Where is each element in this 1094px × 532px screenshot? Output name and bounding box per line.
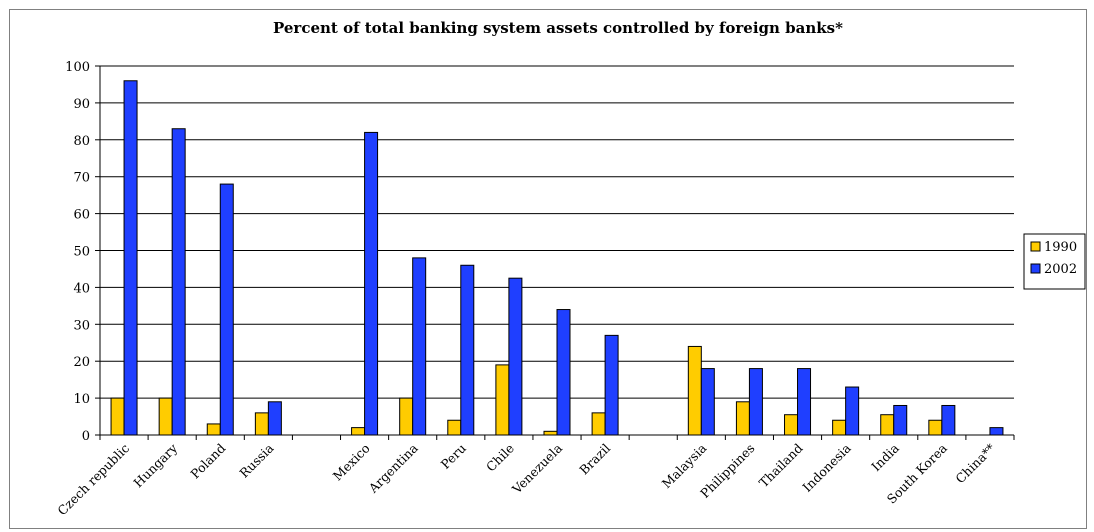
x-category-label: Hungary — [130, 440, 181, 491]
bar-2002 — [604, 334, 619, 436]
bar-1990 — [832, 419, 847, 436]
x-category-label: Venezuela — [508, 440, 565, 497]
bar-1990 — [543, 430, 558, 436]
bar-1990 — [254, 412, 269, 436]
bar-2002 — [556, 309, 571, 436]
x-category-label: India — [868, 440, 902, 474]
y-tick-label: 80 — [73, 134, 90, 149]
bar-1990 — [784, 414, 799, 436]
bar-1990 — [880, 414, 895, 436]
y-tick-label: 60 — [73, 208, 90, 223]
legend-label-2002: 2002 — [1044, 262, 1077, 277]
x-category-label: Russia — [236, 440, 277, 481]
bar-1990 — [495, 364, 510, 436]
chart-frame — [9, 9, 1087, 529]
bar-2002 — [267, 401, 282, 436]
y-tick-label: 90 — [73, 97, 90, 112]
bar-2002 — [893, 404, 908, 436]
bar-2002 — [989, 427, 1004, 436]
bar-2002 — [845, 386, 860, 436]
x-category-label: Poland — [187, 441, 228, 482]
x-category-label: Mexico — [330, 441, 373, 484]
y-tick-label: 0 — [82, 429, 90, 444]
bar-1990 — [735, 401, 750, 436]
bar-1990 — [928, 419, 943, 436]
x-category-label: Czech republic — [54, 441, 132, 519]
x-category-label: Thailand — [756, 441, 806, 491]
bar-2002 — [941, 404, 956, 436]
chart-title: Percent of total banking system assets c… — [273, 19, 843, 37]
x-category-label: Brazil — [576, 441, 613, 478]
bar-1990 — [206, 423, 221, 436]
x-category-label: Chile — [483, 441, 517, 475]
y-tick-label: 10 — [73, 392, 90, 407]
bar-2002 — [219, 183, 234, 436]
x-category-label: China** — [952, 440, 998, 486]
y-axis-ticks: 0 10 20 30 40 50 60 70 80 90 100 — [65, 60, 100, 444]
y-tick-label: 50 — [73, 245, 90, 260]
bar-2002 — [700, 368, 715, 436]
bar-1990 — [158, 397, 173, 436]
y-tick-label: 100 — [65, 60, 90, 75]
bar-2002 — [748, 368, 763, 436]
legend-swatch-1990 — [1030, 241, 1041, 252]
y-tick-label: 70 — [73, 171, 90, 186]
bar-1990 — [351, 427, 366, 436]
bar-1990 — [399, 397, 414, 436]
bar-2002 — [364, 131, 379, 436]
x-category-label: Peru — [438, 441, 469, 472]
legend-label-1990: 1990 — [1044, 240, 1077, 255]
y-tick-label: 30 — [73, 318, 90, 333]
bar-1990 — [110, 397, 125, 436]
bar-2002 — [797, 368, 812, 436]
grid-lines — [100, 65, 1014, 399]
bar-2002 — [508, 277, 523, 436]
legend-swatch-2002 — [1030, 263, 1041, 274]
x-category-label: Indonesia — [799, 440, 854, 495]
bar-2002 — [412, 257, 427, 436]
y-tick-label: 20 — [73, 355, 90, 370]
axes — [99, 66, 1015, 440]
bar-1990 — [447, 419, 462, 436]
legend: 1990 2002 — [1023, 233, 1086, 290]
y-tick-label: 40 — [73, 281, 90, 296]
bar-1990 — [687, 345, 702, 436]
x-category-label: Malaysia — [659, 440, 710, 491]
bar-1990 — [591, 412, 606, 436]
bar-2002 — [171, 128, 186, 436]
bar-2002 — [460, 264, 475, 436]
bar-2002 — [123, 80, 138, 436]
bars — [110, 80, 1004, 436]
x-category-label: Argentina — [365, 440, 421, 496]
